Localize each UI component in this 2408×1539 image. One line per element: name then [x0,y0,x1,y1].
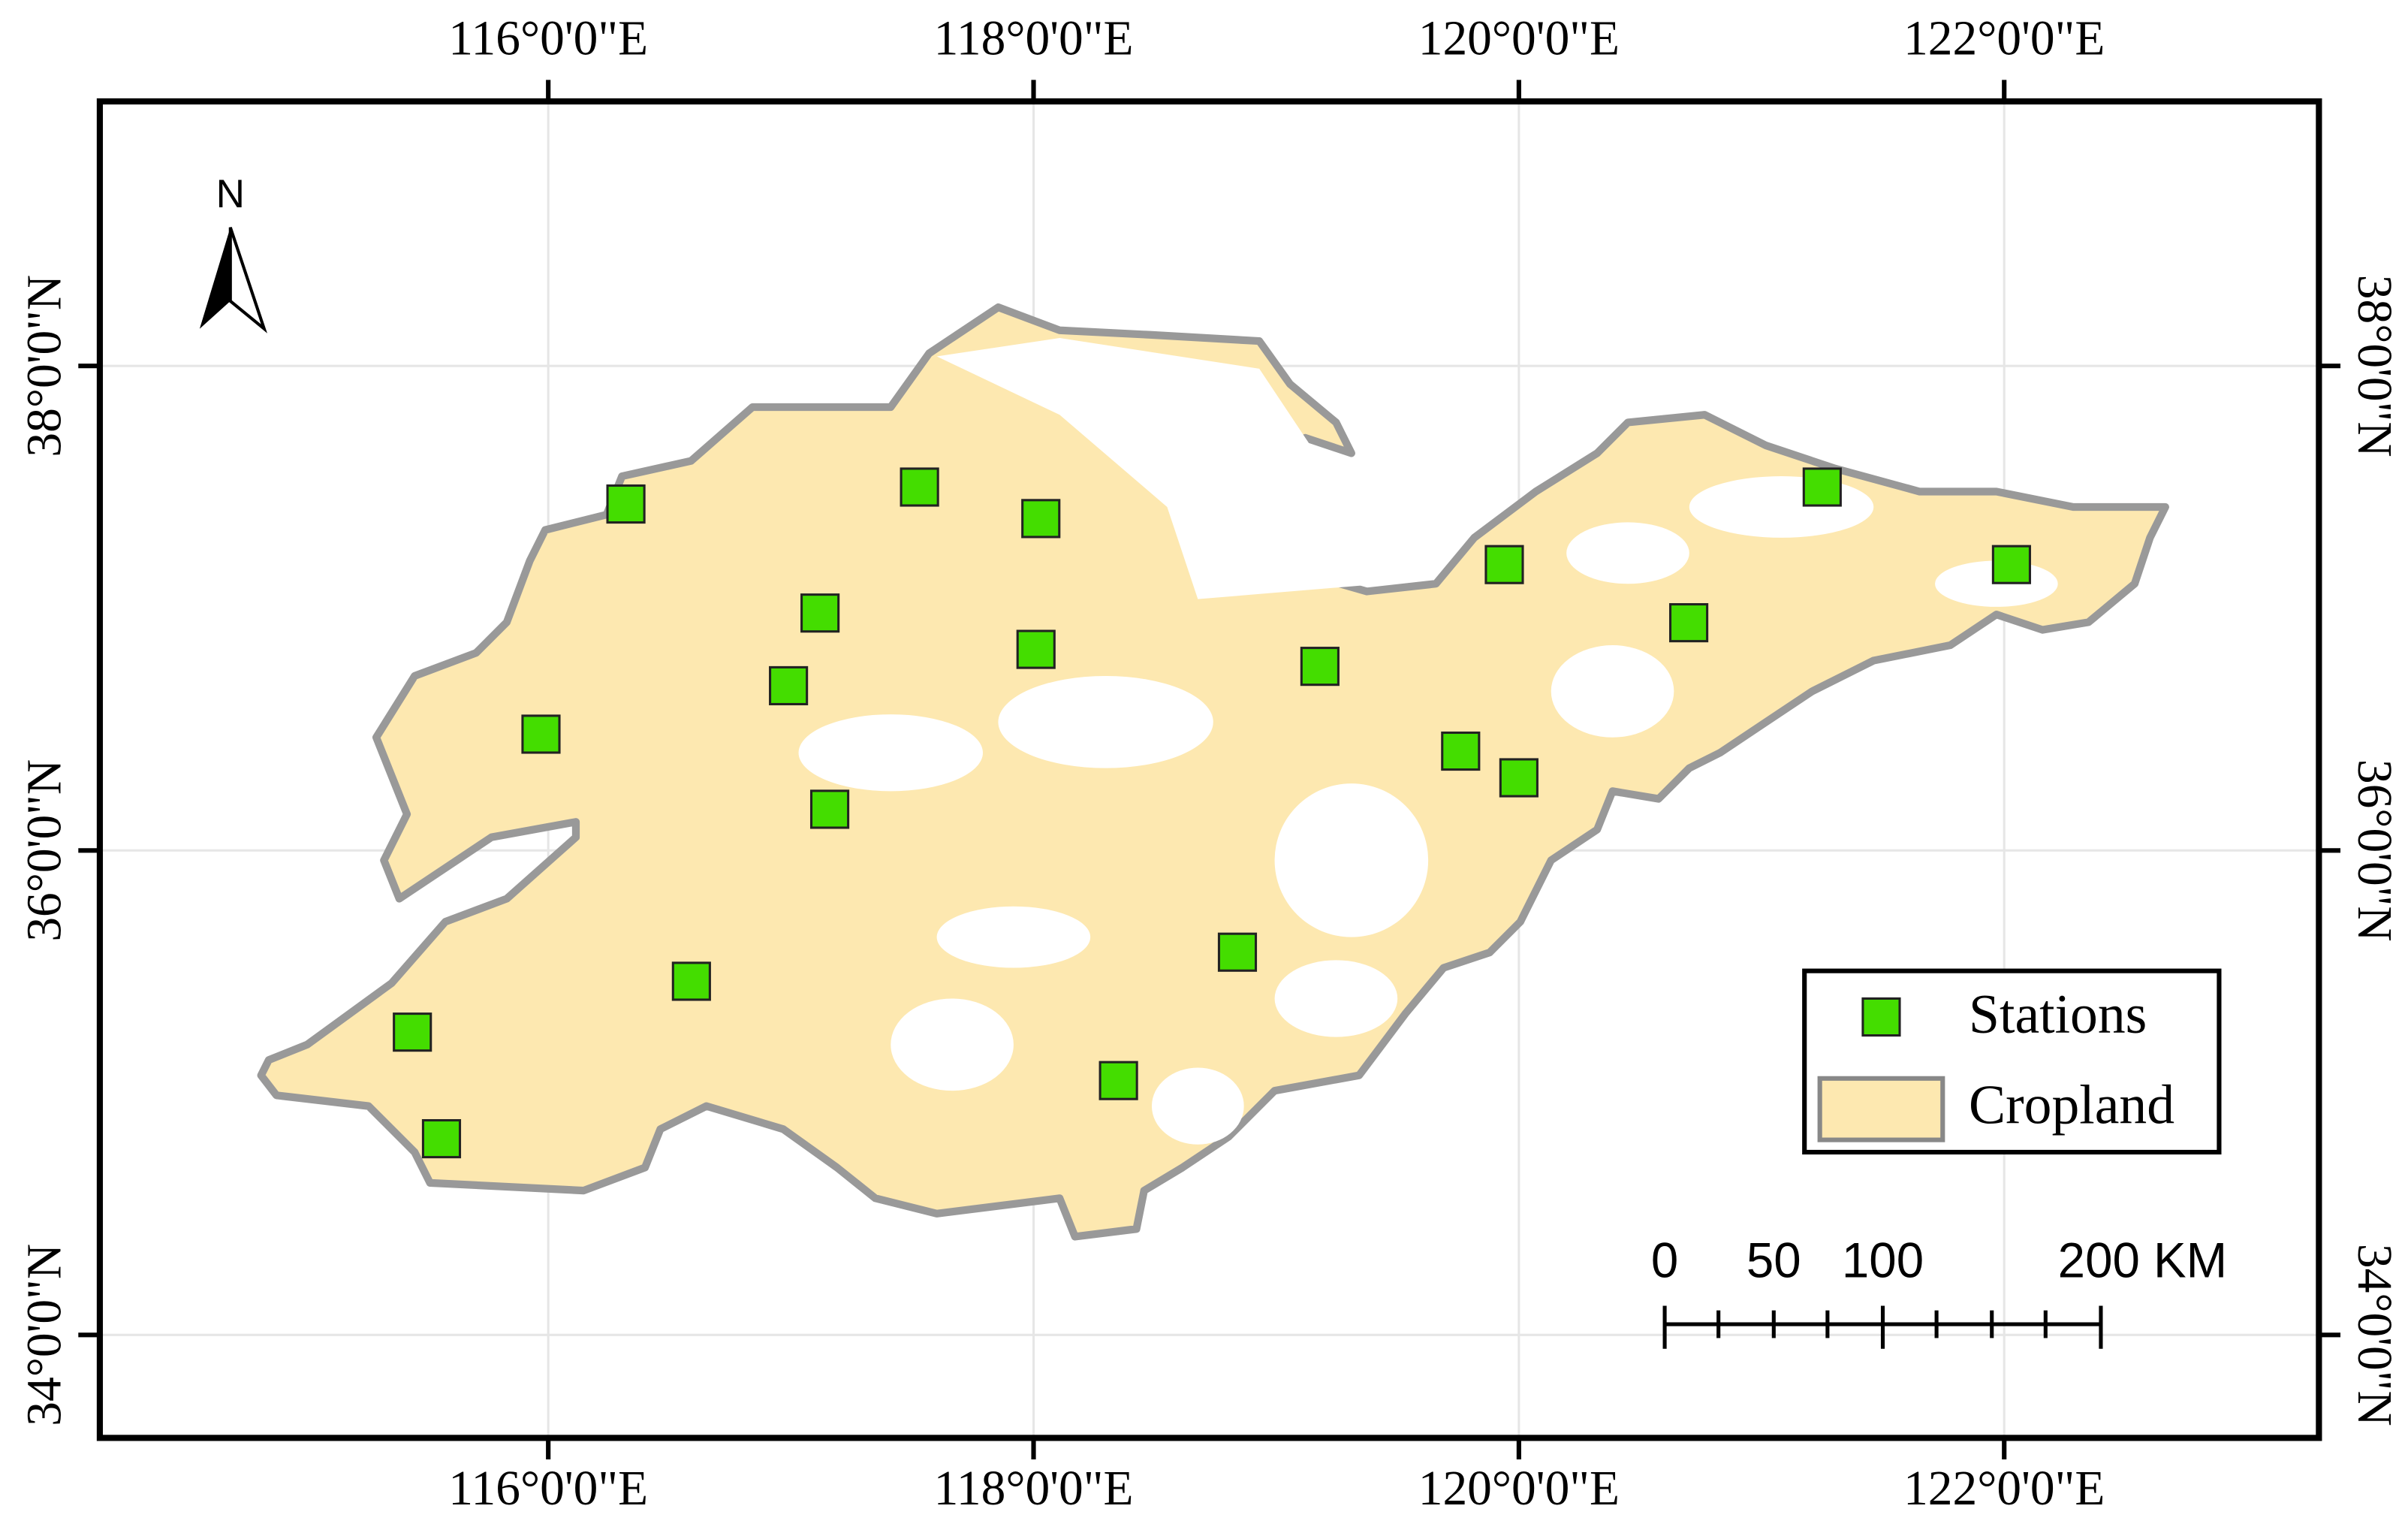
station [1669,603,1709,643]
map-frame [96,98,2322,1441]
province-outline [257,303,2169,1241]
y-tick-label: 34°0'0"N [17,1244,71,1426]
x-tick-label: 116°0'0"E [448,11,648,65]
x-tick-label: 118°0'0"E [934,1462,1134,1516]
station [393,1012,432,1052]
legend-cropland-swatch [1817,1076,1945,1142]
station [800,593,840,633]
station [1484,545,1524,584]
station [1099,1061,1138,1100]
station [1441,731,1481,771]
north-label: N [216,172,245,216]
station [1016,629,1056,669]
x-tick-label: 120°0'0"E [1418,11,1620,65]
station [521,714,561,754]
legend-label: Stations [1969,983,2147,1045]
scale-label: 200 KM [2058,1233,2228,1288]
y-tick-label: 36°0'0"N [2347,759,2401,942]
station [606,484,646,524]
x-tick-label: 120°0'0"E [1418,1462,1620,1516]
station [1991,545,2031,584]
y-tick-label: 38°0'0"N [2347,275,2401,457]
y-tick-label: 34°0'0"N [2347,1244,2401,1426]
station [900,467,939,507]
scale-label: 0 [1651,1233,1678,1288]
x-tick-label: 122°0'0"E [1903,11,2105,65]
north-arrow: N [199,172,267,333]
legend: Stations Cropland [1802,968,2222,1155]
legend-label: Cropland [1969,1074,2174,1136]
station [769,665,809,706]
x-tick-label: 122°0'0"E [1903,1462,2105,1516]
station [1217,932,1258,972]
station [421,1119,462,1159]
y-tick-label: 36°0'0"N [17,759,71,942]
scale-bar [1662,1305,2103,1349]
station [671,961,711,1001]
y-tick-label: 38°0'0"N [17,275,71,457]
station [1300,647,1340,687]
stations [393,467,2031,1159]
axis-ticks: 116°0'0"E 116°0'0"E 118°0'0"E 118°0'0"E 120°… [17,11,2400,1516]
x-tick-label: 116°0'0"E [448,1462,648,1516]
station [1499,758,1539,798]
x-tick-label: 118°0'0"E [934,11,1134,65]
scale-label: 100 [1842,1233,1924,1288]
station [1802,467,1842,507]
legend-station-swatch [1861,997,1901,1037]
station [1021,499,1061,539]
station [809,789,850,829]
scale-label: 50 [1746,1233,1801,1288]
